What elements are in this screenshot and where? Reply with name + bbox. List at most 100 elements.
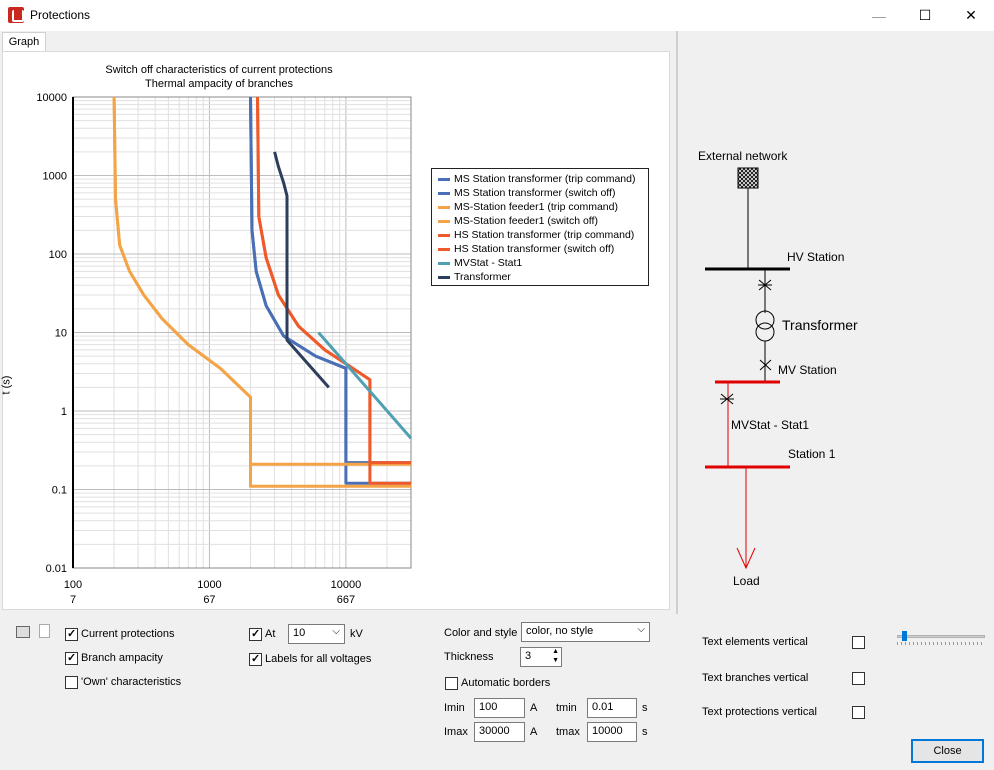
text-branches-vertical-checkbox[interactable]: [852, 672, 865, 685]
tmax-label: tmax: [556, 726, 580, 738]
label-station1: Station 1: [788, 447, 836, 461]
y-tick-label: 100: [49, 249, 67, 261]
imax-input[interactable]: 30000: [474, 722, 525, 742]
copy-icon[interactable]: [39, 624, 50, 638]
network-panel: External network HV Station Transformer …: [677, 31, 993, 614]
tab-graph[interactable]: Graph: [2, 32, 46, 52]
tmax-input[interactable]: 10000: [587, 722, 637, 742]
y-tick-label: 0.01: [46, 563, 67, 575]
label-external-network: External network: [698, 149, 788, 163]
graph-panel: Switch off characteristics of current pr…: [0, 51, 670, 610]
label-mv-station: MV Station: [778, 363, 837, 377]
legend-label: Transformer: [454, 271, 511, 283]
legend-item: MS-Station feeder1 (switch off): [438, 214, 598, 228]
at-label: At: [265, 628, 276, 640]
y-tick-label: 0.1: [52, 485, 67, 497]
imin-input[interactable]: 100: [474, 698, 525, 718]
print-icon[interactable]: [16, 626, 30, 638]
x-tick-label-secondary: 667: [337, 594, 355, 606]
legend-item: MVStat - Stat1: [438, 256, 522, 270]
transformer-icon: [755, 310, 775, 330]
legend-label: MS-Station feeder1 (trip command): [454, 201, 618, 213]
at-checkbox[interactable]: [249, 627, 262, 641]
chart-svg: 10000 1000 100 10 1 0.1 0.01 100 7 1000 67 10000 667: [36, 92, 413, 606]
y-tick-label: 10: [55, 328, 67, 340]
legend-label: MS Station transformer (trip command): [454, 173, 636, 185]
tmin-input[interactable]: 0.01: [587, 698, 637, 718]
series-line: [256, 96, 411, 485]
legend-swatch: [438, 177, 450, 181]
current-protections-label: Current protections: [81, 628, 175, 640]
current-protections-checkbox[interactable]: [65, 627, 78, 641]
tmax-unit: s: [642, 726, 648, 738]
stepper-arrows-icon[interactable]: ▲ ▼: [552, 648, 559, 664]
legend-swatch: [438, 261, 450, 265]
legend-item: MS Station transformer (switch off): [438, 186, 615, 200]
label-load: Load: [733, 574, 760, 588]
legend-label: MS-Station feeder1 (switch off): [454, 215, 598, 227]
y-tick-label: 10000: [36, 92, 67, 104]
color-style-select[interactable]: color, no style ⌵: [521, 622, 650, 642]
x-tick-label: 100: [64, 579, 82, 591]
text-elements-vertical-label: Text elements vertical: [702, 636, 808, 648]
imin-unit: A: [530, 702, 538, 714]
legend-swatch: [438, 219, 450, 223]
x-tick-label-secondary: 7: [70, 594, 76, 606]
branch-ampacity-checkbox[interactable]: [65, 651, 78, 665]
label-branch: MVStat - Stat1: [731, 418, 810, 432]
legend-label: HS Station transformer (trip command): [454, 229, 635, 241]
text-branches-vertical-label: Text branches vertical: [702, 672, 809, 684]
close-button[interactable]: Close: [911, 739, 984, 763]
imax-unit: A: [530, 726, 538, 738]
legend-swatch: [438, 233, 450, 237]
minimize-button[interactable]: —: [872, 7, 886, 24]
legend-label: HS Station transformer (switch off): [454, 243, 615, 255]
x-tick-label-secondary: 67: [203, 594, 215, 606]
voltage-select[interactable]: 10 ⌵: [288, 624, 345, 644]
label-hv-station: HV Station: [787, 250, 845, 264]
color-style-value: color, no style: [526, 625, 594, 637]
color-style-label: Color and style: [444, 627, 518, 639]
thickness-stepper[interactable]: 3 ▲ ▼: [520, 647, 562, 667]
legend-item: MS Station transformer (trip command): [438, 172, 635, 186]
y-tick-label: 1: [61, 406, 67, 418]
imax-label: Imax: [444, 726, 468, 738]
imin-label: Imin: [444, 702, 465, 714]
window-title: Protections: [30, 8, 91, 22]
chart-title: Switch off characteristics of current pr…: [105, 64, 333, 76]
legend-swatch: [438, 275, 450, 279]
network-diagram: [705, 167, 790, 570]
close-window-button[interactable]: ✕: [965, 7, 977, 23]
legend-label: MS Station transformer (switch off): [454, 187, 616, 199]
voltage-unit: kV: [350, 628, 363, 640]
branch-ampacity-label: Branch ampacity: [81, 652, 163, 664]
zoom-slider[interactable]: [897, 635, 985, 638]
external-network-node: [737, 167, 759, 189]
legend-item: HS Station transformer (trip command): [438, 228, 634, 242]
thickness-label: Thickness: [444, 651, 494, 663]
x-tick-label: 1000: [197, 579, 221, 591]
tmin-unit: s: [642, 702, 648, 714]
legend-item: Transformer: [438, 270, 511, 284]
title-bar: Protections — ☐ ✕: [0, 0, 994, 31]
series-line: [249, 96, 411, 485]
labels-all-voltages-checkbox[interactable]: [249, 652, 262, 666]
text-protections-vertical-label: Text protections vertical: [702, 706, 817, 718]
series-line: [317, 331, 413, 440]
own-characteristics-checkbox[interactable]: [65, 676, 78, 689]
slider-thumb[interactable]: [902, 631, 907, 641]
chevron-down-icon: ⌵: [637, 624, 645, 635]
series-line: [112, 96, 411, 488]
thickness-value: 3: [525, 650, 532, 662]
app-icon: [8, 7, 24, 23]
legend-swatch: [438, 247, 450, 251]
legend-swatch: [438, 191, 450, 195]
chart-subtitle: Thermal ampacity of branches: [145, 78, 293, 90]
automatic-borders-label: Automatic borders: [461, 677, 551, 689]
text-elements-vertical-checkbox[interactable]: [852, 636, 865, 649]
tmin-label: tmin: [556, 702, 577, 714]
automatic-borders-checkbox[interactable]: [445, 677, 458, 690]
x-tick-label: 10000: [331, 579, 362, 591]
text-protections-vertical-checkbox[interactable]: [852, 706, 865, 719]
maximize-button[interactable]: ☐: [918, 7, 932, 23]
